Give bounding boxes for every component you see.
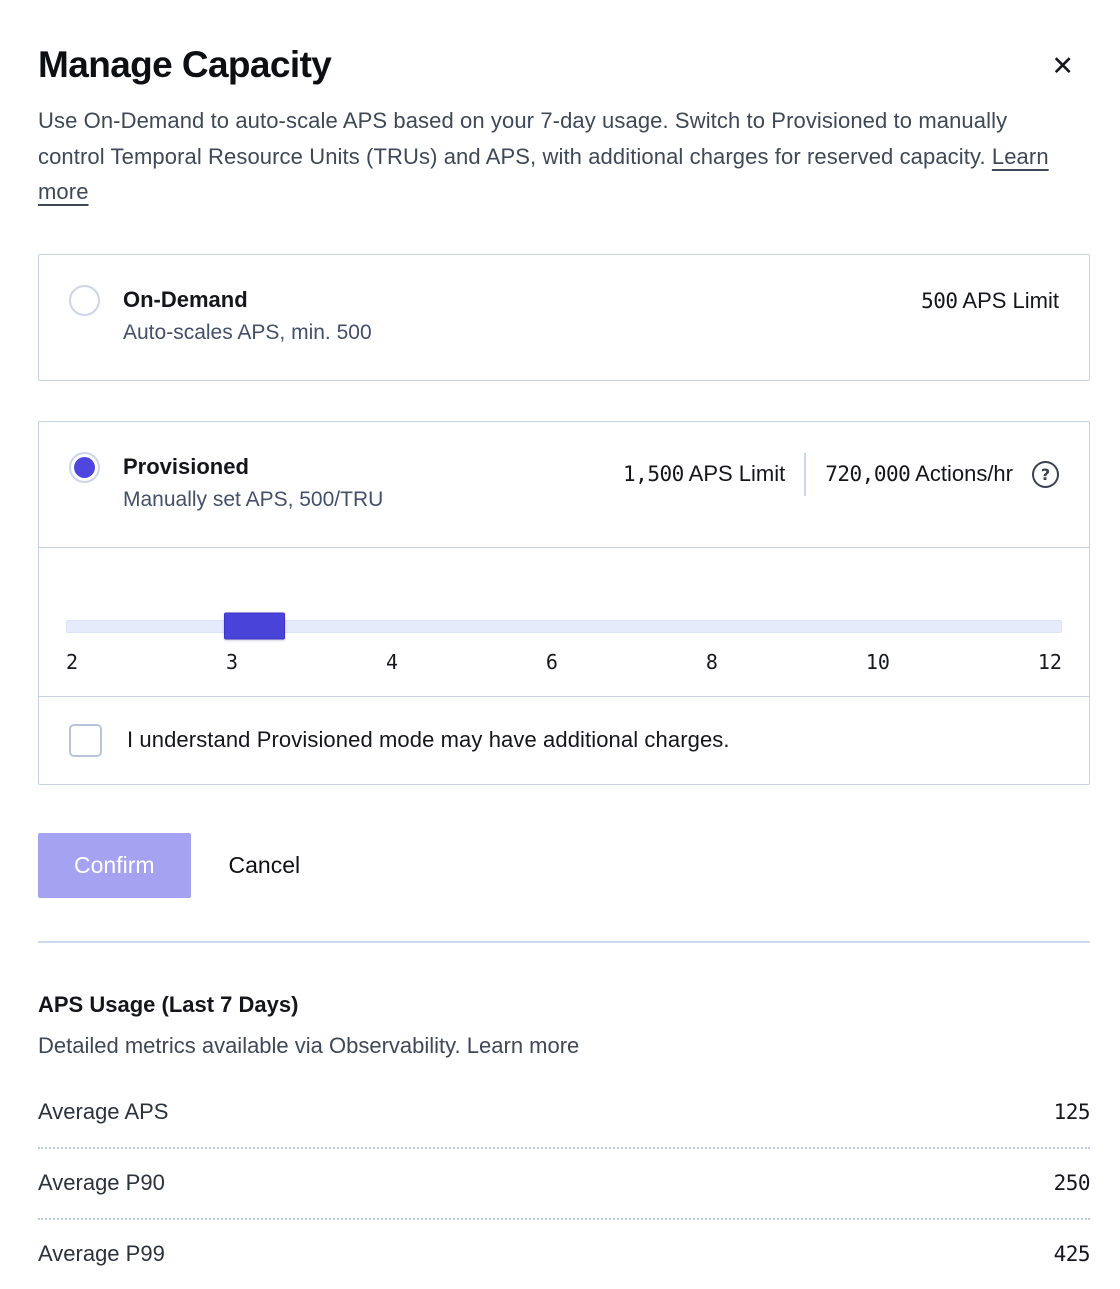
on-demand-row: On-Demand Auto-scales APS, min. 500 500 …	[39, 255, 1089, 380]
on-demand-label: On-Demand	[123, 286, 248, 312]
usage-row-label: Average APS	[38, 1098, 169, 1124]
on-demand-aps-limit: 500 APS Limit	[921, 286, 1059, 316]
provisioned-subtext: Manually set APS, 500/TRU	[123, 487, 384, 511]
aps-usage-section: APS Usage (Last 7 Days) Detailed metrics…	[38, 991, 1091, 1289]
close-icon[interactable]: ✕	[1051, 51, 1074, 82]
acknowledge-checkbox[interactable]	[69, 723, 102, 757]
dialog-actions: Confirm Cancel	[38, 832, 1090, 898]
on-demand-stats: 500 APS Limit	[921, 286, 1059, 316]
provisioned-label: Provisioned	[123, 453, 249, 479]
usage-subtitle: Detailed metrics available via Observabi…	[38, 1033, 1090, 1059]
stats-vertical-divider	[804, 452, 807, 496]
provisioned-radio-dot	[74, 456, 95, 478]
slider-handle[interactable]	[224, 612, 286, 640]
tick-label: 3	[225, 649, 239, 674]
help-icon[interactable]: ?	[1032, 460, 1059, 488]
usage-row-value: 250	[1053, 1170, 1091, 1195]
tick-label: 12	[1037, 649, 1062, 674]
on-demand-aps-unit: APS Limit	[962, 287, 1059, 313]
on-demand-subtext: Auto-scales APS, min. 500	[123, 320, 372, 344]
usage-subtitle-text: Detailed metrics available via Observabi…	[38, 1032, 461, 1058]
provisioned-row: Provisioned Manually set APS, 500/TRU 1,…	[39, 422, 1089, 547]
tru-slider-section: TRUs 2 3 4 6 8 10 12	[39, 548, 1089, 696]
slider-track[interactable]	[66, 612, 1062, 640]
cancel-button[interactable]: Cancel	[228, 851, 301, 878]
card-divider-bottom	[39, 695, 1089, 697]
table-row: Average P90 250	[38, 1149, 1091, 1220]
option-card-on-demand[interactable]: On-Demand Auto-scales APS, min. 500 500 …	[38, 253, 1090, 381]
provisioned-actions-unit: Actions/hr	[915, 461, 1013, 486]
provisioned-radio[interactable]	[69, 451, 100, 483]
usage-row-label: Average P99	[38, 1240, 165, 1266]
usage-row-value: 425	[1053, 1241, 1091, 1266]
acknowledge-label: I understand Provisioned mode may have a…	[127, 727, 730, 752]
on-demand-text: On-Demand Auto-scales APS, min. 500	[123, 286, 921, 345]
slider-ticks: 2 3 4 6 8 10 12	[66, 650, 1062, 674]
usage-learn-more-link[interactable]: Learn more	[466, 1032, 580, 1058]
usage-title: APS Usage (Last 7 Days)	[38, 991, 299, 1017]
table-row: Average APS 125	[38, 1078, 1091, 1149]
usage-row-label: Average P90	[38, 1169, 165, 1195]
tick-label: 10	[865, 649, 890, 674]
usage-table: Average APS 125 Average P90 250 Average …	[38, 1078, 1091, 1289]
page-title: Manage Capacity	[38, 44, 332, 85]
provisioned-stats: 1,500 APS Limit 720,000 Actions/hr ?	[623, 452, 1059, 496]
description-text: Use On-Demand to auto-scale APS based on…	[38, 108, 1008, 169]
provisioned-aps-value: 1,500	[623, 462, 684, 486]
card-divider-top	[39, 546, 1089, 548]
confirm-button[interactable]: Confirm	[38, 832, 191, 898]
provisioned-actions-value: 720,000	[825, 462, 911, 486]
tick-label: 8	[705, 649, 718, 674]
on-demand-aps-value: 500	[921, 288, 958, 313]
provisioned-text: Provisioned Manually set APS, 500/TRU	[123, 453, 623, 512]
tick-label: 4	[385, 649, 398, 674]
provisioned-aps-limit: 1,500 APS Limit	[623, 459, 785, 489]
tick-label: 2	[66, 649, 79, 674]
provisioned-actions-rate: 720,000 Actions/hr	[825, 459, 1013, 489]
usage-row-value: 125	[1053, 1099, 1091, 1124]
option-card-provisioned[interactable]: Provisioned Manually set APS, 500/TRU 1,…	[38, 420, 1090, 785]
tick-label: 6	[545, 649, 558, 674]
on-demand-radio[interactable]	[69, 284, 100, 316]
provisioned-aps-unit: APS Limit	[688, 461, 786, 486]
tru-slider: TRUs 2 3 4 6 8 10 12	[66, 612, 1062, 674]
section-divider	[38, 940, 1090, 943]
dialog-header: Manage Capacity ✕	[38, 44, 1090, 86]
dialog-description: Use On-Demand to auto-scale APS based on…	[38, 103, 1078, 210]
table-row: Average P99 425	[38, 1220, 1091, 1289]
acknowledge-row: I understand Provisioned mode may have a…	[39, 697, 1089, 784]
learn-more-link[interactable]: Learn more	[38, 143, 1049, 205]
